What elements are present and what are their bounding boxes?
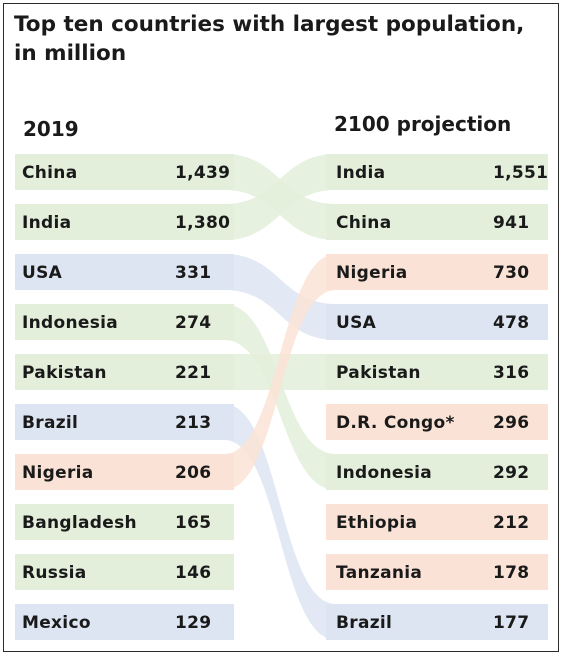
- bars-layer: [15, 154, 548, 640]
- bar-right-china: [326, 204, 548, 240]
- labels-layer: China 1,439 India 1,380 USA 331 Indonesia 274 Pa…: [22, 163, 548, 633]
- link-brazil: [224, 404, 336, 640]
- bar-right-pakistan: [326, 354, 548, 390]
- country-label-left-russia: Russia: [22, 563, 87, 583]
- bar-left-usa: [15, 254, 234, 290]
- bar-right-tanzania: [326, 554, 548, 590]
- country-label-right-nigeria: Nigeria: [336, 263, 408, 283]
- value-label-right-china: 941: [493, 213, 529, 233]
- value-label-right-nigeria: 730: [493, 263, 529, 283]
- value-label-right-indonesia: 292: [493, 463, 529, 483]
- country-label-left-pakistan: Pakistan: [22, 363, 107, 383]
- country-label-right-brazil: Brazil: [336, 613, 392, 633]
- country-label-right-indonesia: Indonesia: [336, 463, 432, 483]
- link-nigeria: [224, 254, 336, 490]
- chart-frame: [3, 3, 559, 652]
- country-label-left-nigeria: Nigeria: [22, 463, 94, 483]
- value-label-left-usa: 331: [175, 263, 211, 283]
- value-label-left-india: 1,380: [175, 213, 230, 233]
- country-label-right-pakistan: Pakistan: [336, 363, 421, 383]
- value-label-right-d-r-congo: 296: [493, 413, 529, 433]
- bar-left-china: [15, 154, 234, 190]
- bar-right-ethiopia: [326, 504, 548, 540]
- country-label-right-ethiopia: Ethiopia: [336, 513, 417, 533]
- value-label-left-russia: 146: [175, 563, 211, 583]
- value-label-right-brazil: 177: [493, 613, 529, 633]
- value-label-right-ethiopia: 212: [493, 513, 529, 533]
- bar-left-pakistan: [15, 354, 234, 390]
- bar-left-brazil: [15, 404, 234, 440]
- value-label-right-tanzania: 178: [493, 563, 529, 583]
- link-usa: [224, 254, 336, 340]
- chart-title: Top ten countries with largest populatio…: [14, 12, 525, 66]
- country-label-left-india: India: [22, 213, 71, 233]
- bar-left-mexico: [15, 604, 234, 640]
- value-label-left-indonesia: 274: [175, 313, 211, 333]
- country-label-left-bangladesh: Bangladesh: [22, 513, 137, 533]
- country-label-right-tanzania: Tanzania: [336, 563, 422, 583]
- value-label-left-bangladesh: 165: [175, 513, 211, 533]
- link-india: [224, 154, 336, 240]
- bar-right-brazil: [326, 604, 548, 640]
- bar-left-russia: [15, 554, 234, 590]
- bar-left-bangladesh: [15, 504, 234, 540]
- country-label-left-usa: USA: [22, 263, 63, 283]
- bar-left-nigeria: [15, 454, 234, 490]
- country-label-left-mexico: Mexico: [22, 613, 91, 633]
- value-label-left-pakistan: 221: [175, 363, 211, 383]
- column-header-2100: 2100 projection: [334, 112, 512, 136]
- link-indonesia: [224, 304, 336, 490]
- country-label-right-china: China: [336, 213, 391, 233]
- value-label-left-nigeria: 206: [175, 463, 211, 483]
- value-label-left-mexico: 129: [175, 613, 211, 633]
- country-label-left-china: China: [22, 163, 77, 183]
- country-label-left-brazil: Brazil: [22, 413, 78, 433]
- country-label-right-usa: USA: [336, 313, 377, 333]
- bar-right-nigeria: [326, 254, 548, 290]
- links-layer: [224, 154, 336, 640]
- value-label-right-india: 1,551: [493, 163, 548, 183]
- value-label-left-brazil: 213: [175, 413, 211, 433]
- country-label-left-indonesia: Indonesia: [22, 313, 118, 333]
- bar-left-indonesia: [15, 304, 234, 340]
- column-header-2019: 2019: [23, 117, 79, 141]
- bar-right-d-r-congo: [326, 404, 548, 440]
- bar-right-usa: [326, 304, 548, 340]
- country-label-right-d-r-congo: D.R. Congo*: [336, 413, 455, 433]
- bar-right-india: [326, 154, 548, 190]
- value-label-left-china: 1,439: [175, 163, 230, 183]
- country-label-right-india: India: [336, 163, 385, 183]
- value-label-right-pakistan: 316: [493, 363, 529, 383]
- bar-left-india: [15, 204, 234, 240]
- value-label-right-usa: 478: [493, 313, 529, 333]
- bar-right-indonesia: [326, 454, 548, 490]
